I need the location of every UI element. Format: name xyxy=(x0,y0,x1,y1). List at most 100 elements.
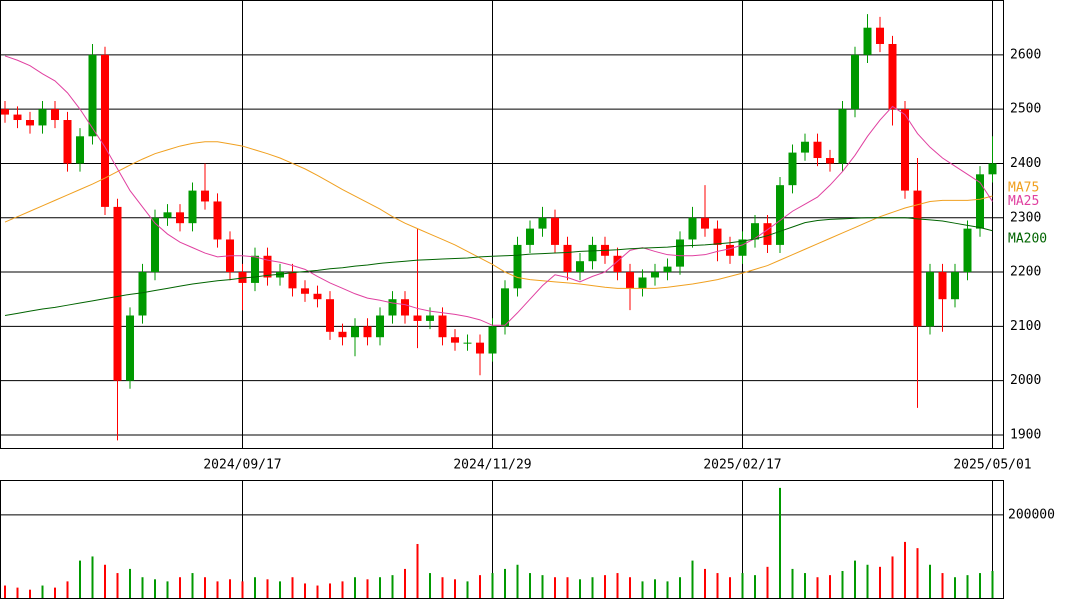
candle-body xyxy=(913,190,922,327)
candle-body xyxy=(838,109,847,164)
legend-label: MA200 xyxy=(1008,231,1047,246)
volume-bar xyxy=(679,577,681,598)
candle-body xyxy=(138,272,147,316)
volume-bar xyxy=(541,575,544,598)
candle-body xyxy=(113,206,122,381)
candle-body xyxy=(463,342,472,344)
candle-body xyxy=(426,315,434,321)
volume-bar xyxy=(241,581,244,598)
volume-bar xyxy=(366,579,369,598)
candle-body xyxy=(63,120,72,164)
x-tick-label: 2025/05/01 xyxy=(953,458,1031,473)
candle-body xyxy=(801,141,809,153)
x-tick-label: 2024/11/29 xyxy=(453,458,531,473)
volume-bar xyxy=(916,548,919,598)
y-tick-label: 2600 xyxy=(1010,47,1041,62)
volume-bar xyxy=(266,579,269,598)
ma-line xyxy=(4,217,993,316)
volume-bar xyxy=(529,573,531,598)
volume-bar xyxy=(979,573,981,598)
volume-bar xyxy=(441,577,444,598)
candle-body xyxy=(576,261,584,273)
volume-bar xyxy=(116,573,119,598)
candle-body xyxy=(213,201,222,240)
candle-body xyxy=(676,239,684,267)
candle-body xyxy=(588,244,597,262)
candle-body xyxy=(501,288,509,327)
volume-bar xyxy=(504,568,506,598)
candle-body xyxy=(526,228,534,245)
volume-bar xyxy=(229,579,231,598)
candle-body xyxy=(638,277,647,289)
volume-bar xyxy=(841,570,844,598)
volume-bar xyxy=(666,581,669,598)
volume-bar xyxy=(66,581,69,598)
candle-body xyxy=(451,337,459,343)
volume-bar xyxy=(254,577,256,598)
volume-bar xyxy=(791,568,794,598)
volume-bar xyxy=(391,575,394,598)
volume-bar xyxy=(54,587,56,598)
volume-bar xyxy=(804,573,806,598)
volume-bar xyxy=(604,575,606,598)
candle-body xyxy=(401,299,409,316)
volume-bar xyxy=(191,573,194,598)
volume-bar xyxy=(941,573,944,598)
candle-body xyxy=(976,174,984,229)
volume-bar xyxy=(341,581,344,598)
candle-body xyxy=(688,217,697,240)
volume-bar xyxy=(479,575,481,598)
candle-body xyxy=(151,217,159,273)
candle-body xyxy=(288,272,297,289)
candle-body xyxy=(876,27,884,44)
candle-body xyxy=(951,272,959,300)
candle-body xyxy=(988,163,997,175)
y-tick-label: 1900 xyxy=(1010,427,1041,442)
volume-bar xyxy=(216,581,219,598)
volume-bar xyxy=(716,573,719,598)
legend-label: MA75 xyxy=(1008,181,1039,196)
candle-body xyxy=(476,342,484,354)
candle-body xyxy=(813,141,822,159)
volume-bar xyxy=(904,541,906,598)
candle-body xyxy=(701,217,709,229)
volume-bar xyxy=(766,566,769,598)
candle-body xyxy=(388,299,397,316)
candle-body xyxy=(88,54,97,137)
volume-bar xyxy=(41,585,44,598)
volume-bar xyxy=(379,577,381,598)
candle-body xyxy=(726,244,734,256)
candle-body xyxy=(101,54,109,207)
volume-bar xyxy=(129,568,131,598)
candle-body xyxy=(826,158,834,164)
candle-body xyxy=(763,223,772,245)
volume-bar xyxy=(554,577,556,598)
volume-bar xyxy=(291,577,294,598)
volume-bar xyxy=(79,560,81,598)
candle-body xyxy=(413,315,422,321)
volume-bar xyxy=(754,575,756,598)
volume-bar xyxy=(829,575,831,598)
ma-line xyxy=(4,55,993,326)
candle-body xyxy=(38,109,47,126)
y-tick-label: 2300 xyxy=(1010,210,1041,225)
volume-bar xyxy=(404,568,406,598)
volume-bar xyxy=(929,564,931,598)
volume-bar xyxy=(654,579,656,598)
y-tick-label: 2500 xyxy=(1010,102,1041,117)
volume-bar xyxy=(91,556,94,598)
candle-body xyxy=(376,315,384,338)
volume-bar xyxy=(329,583,331,598)
volume-bar xyxy=(866,564,869,598)
candle-body xyxy=(188,190,197,224)
candle-body xyxy=(338,331,347,338)
candle-body xyxy=(301,288,309,294)
candle-body xyxy=(551,217,559,245)
candle-body xyxy=(13,114,22,121)
volume-bar xyxy=(179,577,181,598)
candle-body xyxy=(438,315,447,338)
y-tick-label: 2400 xyxy=(1010,156,1041,171)
y-tick-label: 200000 xyxy=(1008,507,1055,522)
volume-bar xyxy=(454,579,456,598)
